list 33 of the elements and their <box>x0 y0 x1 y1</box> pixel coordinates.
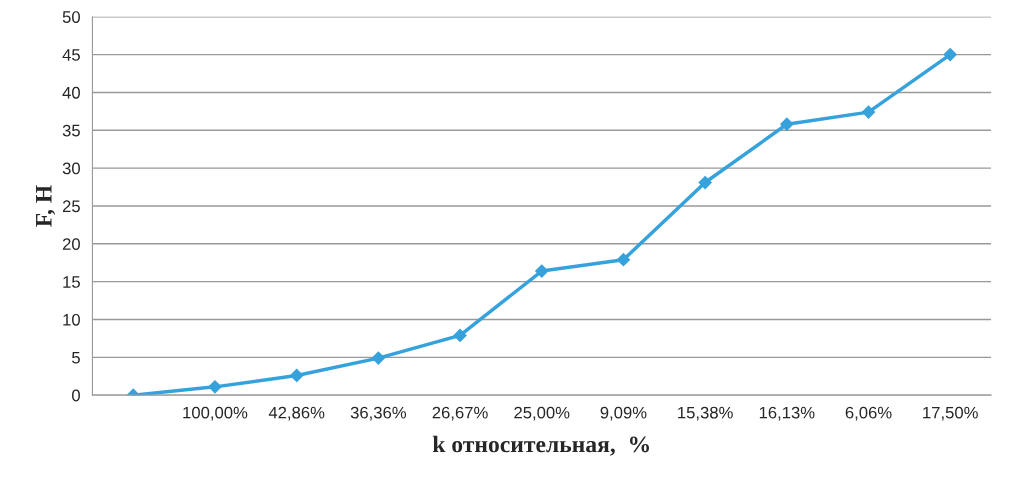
x-tick-label: 25,00% <box>514 406 570 421</box>
y-tick-label: 15 <box>63 276 80 288</box>
y-tick-label: 10 <box>63 313 80 326</box>
y-tick-label: 20 <box>62 238 80 251</box>
point <box>208 380 222 394</box>
x-axis-title: k относительная, % <box>432 435 649 456</box>
x-tick-label: 42,86% <box>268 406 325 421</box>
x-tick-label: 26,67% <box>432 406 488 421</box>
x-tick-label: 100,00% <box>183 406 248 421</box>
point <box>453 328 467 342</box>
point <box>861 105 876 119</box>
point <box>616 253 631 267</box>
point <box>943 48 957 62</box>
x-tick-label: 36,36% <box>350 406 407 421</box>
x-tick-label: 6,06% <box>845 406 892 421</box>
y-tick-label: 50 <box>62 11 80 23</box>
x-tick-label: 9,09% <box>600 406 647 421</box>
x-tick-label: 17,50% <box>923 406 978 421</box>
y-tick-label: 35 <box>62 124 80 137</box>
y-tick-label: 30 <box>62 162 80 175</box>
point <box>535 264 549 278</box>
y-tick-label: 25 <box>62 200 80 213</box>
point <box>780 117 794 131</box>
point <box>290 368 304 383</box>
x-tick-label: 16,13% <box>759 406 815 421</box>
point <box>698 175 712 190</box>
y-tick-label: 0 <box>72 389 80 402</box>
point <box>371 351 385 365</box>
y-tick-label: 5 <box>72 351 80 364</box>
y-axis-title: F, Н <box>36 185 56 227</box>
x-tick-label: 15,38% <box>678 406 733 421</box>
y-tick-label: 45 <box>62 49 80 61</box>
y-tick-label: 40 <box>62 86 80 99</box>
